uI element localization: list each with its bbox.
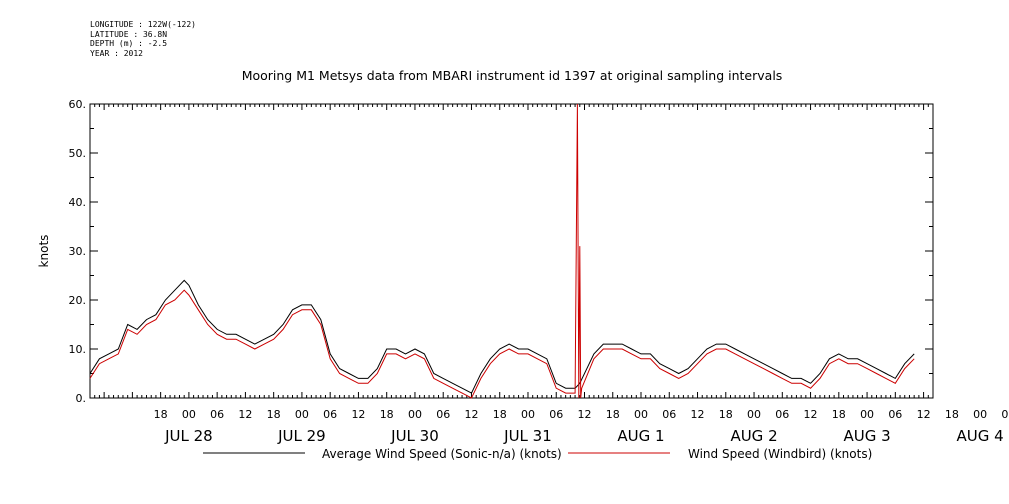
legend: Average Wind Speed (Sonic-n/a) (knots) W… xyxy=(203,447,872,461)
x-day-labels: JUL 28 JUL 29 JUL 30 JUL 31 AUG 1 AUG 2 AUG 3 A… xyxy=(164,427,1004,445)
x-hour-label: 00 xyxy=(634,408,648,421)
x-day-label: AUG 1 xyxy=(617,427,664,445)
series-line-average-wind-speed xyxy=(89,279,915,394)
x-hour-label: 06 xyxy=(549,408,563,421)
y-tick-label: 10. xyxy=(69,343,87,356)
y-tick-labels: 0. 10. 20. 30. 40. 50. 60. xyxy=(69,98,87,405)
plot-frame xyxy=(89,103,934,399)
x-hour-label: 12 xyxy=(351,408,365,421)
y-axis-label: knots xyxy=(37,235,51,268)
legend-label-avg: Average Wind Speed (Sonic-n/a) (knots) xyxy=(322,447,562,461)
x-day-label: JUL 31 xyxy=(503,427,552,445)
x-hour-label: 06 xyxy=(888,408,902,421)
x-hour-label: 12 xyxy=(577,408,591,421)
x-hour-label: 18 xyxy=(380,408,394,421)
x-hour-label: 18 xyxy=(493,408,507,421)
y-tick-label: 40. xyxy=(69,196,87,209)
x-hour-label: 12 xyxy=(804,408,818,421)
y-tick-label: 60. xyxy=(69,98,87,111)
x-tick-labels: 18 00 06 12 18 00 06 12 18 00 06 12 18 00 06 12 18 00 06 12… xyxy=(154,408,1009,421)
year-text: YEAR : 2012 xyxy=(90,48,143,58)
x-hour-label: 00 xyxy=(521,408,535,421)
x-hour-label: 00 xyxy=(860,408,874,421)
x-hour-label: 18 xyxy=(832,408,846,421)
x-hour-label: 12 xyxy=(238,408,252,421)
x-day-label: JUL 29 xyxy=(277,427,326,445)
x-day-label: JUL 28 xyxy=(164,427,213,445)
x-hour-label: 00 xyxy=(295,408,309,421)
x-hour-label: 12 xyxy=(917,408,931,421)
x-hour-label: 00 xyxy=(973,408,987,421)
y-tick-label: 50. xyxy=(69,147,87,160)
x-hour-label: 12 xyxy=(464,408,478,421)
x-hour-label: 06 xyxy=(1001,408,1009,421)
x-hour-label: 18 xyxy=(945,408,959,421)
x-hour-label: 18 xyxy=(154,408,168,421)
y-tick-label: 20. xyxy=(69,294,87,307)
axis-ticks xyxy=(89,103,934,399)
y-tick-label: 30. xyxy=(69,245,87,258)
x-hour-label: 18 xyxy=(606,408,620,421)
x-hour-label: 00 xyxy=(182,408,196,421)
x-day-label: AUG 2 xyxy=(730,427,777,445)
y-tick-label: 0. xyxy=(76,392,87,405)
x-hour-label: 06 xyxy=(662,408,676,421)
x-day-label: AUG 4 xyxy=(957,427,1004,445)
depth-text: DEPTH (m) : -2.5 xyxy=(90,39,168,49)
x-day-label: AUG 3 xyxy=(843,427,890,445)
longitude-text: LONGITUDE : 122W(-122) xyxy=(90,20,196,29)
legend-label-windbird: Wind Speed (Windbird) (knots) xyxy=(688,447,872,461)
series-lines xyxy=(89,103,915,399)
metadata-block: LONGITUDE : 122W(-122) LATITUDE : 36.8N … xyxy=(90,20,196,58)
series-line-windbird-wind-speed xyxy=(89,103,915,399)
x-hour-label: 18 xyxy=(719,408,733,421)
latitude-text: LATITUDE : 36.8N xyxy=(90,29,168,39)
x-day-label: JUL 30 xyxy=(390,427,439,445)
x-hour-label: 06 xyxy=(210,408,224,421)
x-hour-label: 00 xyxy=(408,408,422,421)
x-hour-label: 06 xyxy=(775,408,789,421)
chart-title: Mooring M1 Metsys data from MBARI instru… xyxy=(242,68,783,83)
x-hour-label: 00 xyxy=(747,408,761,421)
x-hour-label: 18 xyxy=(267,408,281,421)
x-hour-label: 12 xyxy=(691,408,705,421)
x-hour-label: 06 xyxy=(323,408,337,421)
x-hour-label: 06 xyxy=(436,408,450,421)
